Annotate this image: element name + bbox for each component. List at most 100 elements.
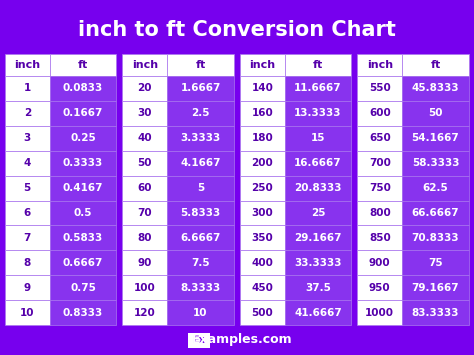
Bar — [122, 151, 167, 176]
Text: 75: 75 — [428, 258, 443, 268]
Text: 4.1667: 4.1667 — [180, 158, 221, 168]
Bar — [122, 76, 167, 101]
Bar — [240, 54, 284, 76]
Bar — [5, 225, 50, 250]
Text: ft: ft — [313, 60, 323, 70]
Bar — [402, 300, 469, 325]
Text: 15: 15 — [311, 133, 325, 143]
Text: 4: 4 — [24, 158, 31, 168]
Text: 9: 9 — [24, 283, 31, 293]
Bar — [284, 101, 352, 126]
Text: 8: 8 — [24, 258, 31, 268]
Text: 8.3333: 8.3333 — [181, 283, 221, 293]
Text: 7.5: 7.5 — [191, 258, 210, 268]
Bar — [357, 76, 402, 101]
Bar — [402, 250, 469, 275]
Text: 5: 5 — [24, 183, 31, 193]
Bar — [357, 275, 402, 300]
Text: 83.3333: 83.3333 — [412, 307, 459, 318]
Bar — [284, 300, 352, 325]
Text: inch: inch — [14, 60, 40, 70]
Bar — [122, 300, 167, 325]
Bar — [284, 225, 352, 250]
Bar — [402, 275, 469, 300]
Bar — [50, 76, 117, 101]
Text: 1000: 1000 — [365, 307, 394, 318]
Text: 30: 30 — [137, 108, 152, 118]
Text: 0.0833: 0.0833 — [63, 83, 103, 93]
Bar — [188, 333, 210, 348]
Bar — [50, 275, 117, 300]
Bar — [5, 126, 50, 151]
Text: 550: 550 — [369, 83, 391, 93]
Text: 700: 700 — [369, 158, 391, 168]
Bar — [284, 250, 352, 275]
Bar — [122, 101, 167, 126]
Bar — [122, 275, 167, 300]
Bar — [240, 201, 284, 225]
Bar — [284, 275, 352, 300]
Bar — [402, 176, 469, 201]
Bar — [167, 151, 234, 176]
Text: ft: ft — [78, 60, 88, 70]
Text: 180: 180 — [251, 133, 273, 143]
Text: 200: 200 — [251, 158, 273, 168]
Bar — [357, 54, 402, 76]
Text: 3: 3 — [24, 133, 31, 143]
Bar — [402, 101, 469, 126]
Text: 650: 650 — [369, 133, 391, 143]
Text: ft: ft — [195, 60, 206, 70]
Bar — [50, 54, 117, 76]
Bar — [357, 151, 402, 176]
Text: 300: 300 — [251, 208, 273, 218]
Text: 0.3333: 0.3333 — [63, 158, 103, 168]
Bar — [5, 54, 50, 76]
Text: 0.75: 0.75 — [70, 283, 96, 293]
Text: 140: 140 — [251, 83, 273, 93]
Text: 2.5: 2.5 — [191, 108, 210, 118]
Bar — [357, 176, 402, 201]
Text: 41.6667: 41.6667 — [294, 307, 342, 318]
Text: 20: 20 — [137, 83, 152, 93]
Text: 62.5: 62.5 — [423, 183, 448, 193]
Text: 29.1667: 29.1667 — [294, 233, 342, 243]
Text: ft: ft — [430, 60, 441, 70]
Bar — [122, 126, 167, 151]
Text: 20.8333: 20.8333 — [294, 183, 342, 193]
Bar — [50, 201, 117, 225]
Bar — [284, 176, 352, 201]
Bar — [167, 300, 234, 325]
Text: 600: 600 — [369, 108, 391, 118]
Bar — [357, 101, 402, 126]
Text: 13.3333: 13.3333 — [294, 108, 342, 118]
Bar — [50, 126, 117, 151]
Text: 450: 450 — [251, 283, 273, 293]
Bar — [284, 126, 352, 151]
Bar — [167, 225, 234, 250]
Text: 0.25: 0.25 — [70, 133, 96, 143]
Bar — [5, 250, 50, 275]
Text: 90: 90 — [137, 258, 152, 268]
Bar — [357, 250, 402, 275]
Bar — [240, 275, 284, 300]
Text: 33.3333: 33.3333 — [294, 258, 342, 268]
Text: 60: 60 — [137, 183, 152, 193]
Text: 950: 950 — [369, 283, 391, 293]
Bar — [50, 300, 117, 325]
Bar — [167, 54, 234, 76]
Bar — [5, 176, 50, 201]
Text: 5: 5 — [197, 183, 204, 193]
Bar — [284, 76, 352, 101]
Bar — [167, 250, 234, 275]
Text: 58.3333: 58.3333 — [412, 158, 459, 168]
Bar — [122, 225, 167, 250]
Text: 0.1667: 0.1667 — [63, 108, 103, 118]
Text: 0.8333: 0.8333 — [63, 307, 103, 318]
Text: 10: 10 — [20, 307, 35, 318]
Text: 900: 900 — [369, 258, 391, 268]
Bar — [50, 225, 117, 250]
Bar — [122, 54, 167, 76]
Text: 100: 100 — [134, 283, 155, 293]
Text: 400: 400 — [251, 258, 273, 268]
Bar — [167, 176, 234, 201]
